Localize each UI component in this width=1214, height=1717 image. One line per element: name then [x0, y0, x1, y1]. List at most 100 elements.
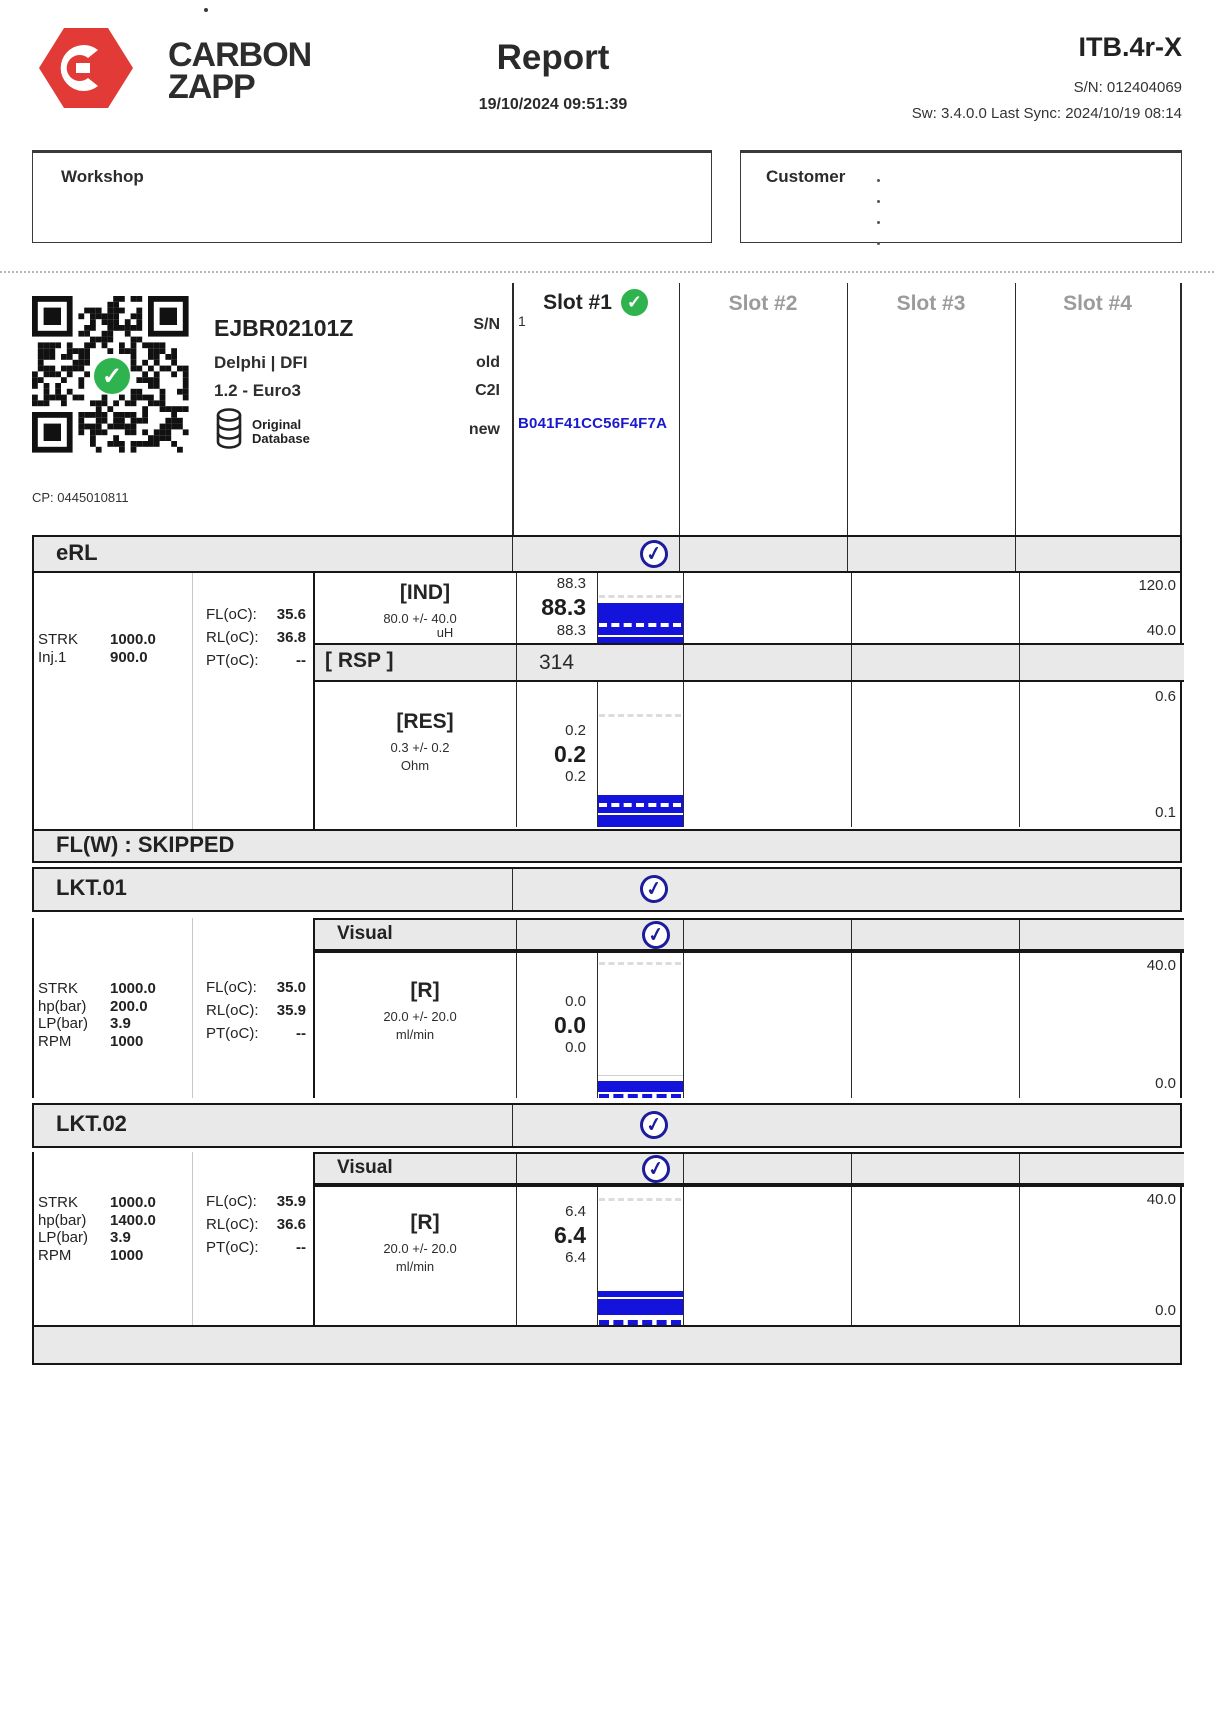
db-label-line1: Original — [252, 417, 302, 432]
carbon-zapp-logo-icon — [39, 28, 133, 108]
slot4-header: Slot #4 — [1063, 292, 1132, 315]
lkt02-visual-check-icon: ✓ — [639, 1152, 673, 1186]
res-unit: Ohm — [400, 758, 430, 773]
rsp-name: [ RSP ] — [325, 649, 394, 672]
lkt02-r-slot1-bar-graph — [597, 1187, 683, 1325]
injector-code: EJBR02101Z — [214, 315, 354, 341]
ind-measurement-row: [IND] 80.0 +/- 40.0 uH 120.0 40.0 88.3 8… — [315, 573, 1184, 645]
param-label: hp(bar) — [38, 997, 87, 1015]
lkt02-r-measurement-row: 40.0 [R] 20.0 +/- 20.0 ml/min 0.0 6.4 6.… — [315, 1185, 1184, 1325]
ind-slot1-values: 88.3 88.3 88.3 — [541, 575, 586, 639]
r-axis-min: 0.0 — [1155, 1075, 1176, 1092]
temp-label: FL(oC): — [206, 979, 257, 996]
lkt01-visual-row: Visual ✓ — [315, 918, 1184, 952]
customer-label: Customer — [766, 167, 846, 186]
customer-field-dots — [877, 161, 880, 245]
slot3-header: Slot #3 — [896, 292, 966, 315]
lkt01-pass-check-icon: ✓ — [637, 872, 671, 906]
rsp-slot1-value: 314 — [538, 650, 575, 674]
res-name: [RES] — [396, 710, 454, 733]
temp-value: 35.9 — [276, 1002, 306, 1019]
ind-tolerance: 80.0 +/- 40.0 — [383, 611, 457, 626]
perforation-rule — [0, 271, 1214, 273]
param-value: 1000.0 — [110, 980, 156, 997]
injector-brand: Delphi | DFI — [214, 353, 308, 372]
ind-name: [IND] — [399, 581, 451, 604]
res-axis-max: 0.6 — [1155, 688, 1176, 705]
lkt02-r-slot1-values: 6.4 6.4 6.4 — [554, 1203, 586, 1267]
param-label: STRK — [38, 631, 79, 648]
param-value: 3.9 — [110, 1229, 131, 1246]
lkt01-r-slot1-bar-graph — [597, 953, 683, 1098]
temp-value: 36.8 — [276, 629, 306, 646]
param-value: 1400.0 — [110, 1211, 156, 1229]
slot-header-area: Slot #1 ✓ Slot #2 Slot #3 Slot #4 1 B041… — [32, 283, 1182, 535]
param-label: hp(bar) — [38, 1211, 87, 1229]
lkt02-title: LKT.02 — [56, 1111, 127, 1136]
res-measurement-row: 0.6 [RES] 0.3 +/- 0.2 Ohm 0.1 0.2 0.2 0.… — [315, 682, 1184, 827]
footer-band — [32, 1325, 1182, 1365]
device-sync-info: Sw: 3.4.0.0 Last Sync: 2024/10/19 08:14 — [911, 105, 1182, 122]
brand-line1: CARBON — [168, 36, 312, 74]
param-label: LP(bar) — [38, 1229, 89, 1246]
param-value: 1000.0 — [110, 631, 156, 648]
injector-type: 1.2 - Euro3 — [214, 381, 301, 400]
r-axis-max: 40.0 — [1146, 957, 1176, 974]
erl-section-band: eRL ✓ — [32, 535, 1182, 573]
param-value: 900.0 — [110, 648, 148, 666]
workshop-label: Workshop — [61, 167, 144, 186]
res-slot1-values: 0.2 0.2 0.2 — [554, 721, 586, 786]
param-label: STRK — [38, 1194, 79, 1211]
temp-value: 35.0 — [276, 979, 306, 996]
lkt02-visual-row: Visual ✓ — [315, 1152, 1184, 1186]
qr-code: ✓ — [32, 292, 190, 456]
param-label: RPM — [38, 1032, 72, 1050]
rsp-row: [ RSP ] 314 — [315, 645, 1184, 682]
temp-value: 35.9 — [276, 1193, 306, 1210]
artifact-dot — [204, 8, 208, 12]
param-value: 200.0 — [110, 997, 148, 1015]
slot2-header: Slot #2 — [728, 292, 798, 315]
slot1-pass-check-icon: ✓ — [620, 289, 648, 316]
r-axis-max: 40.0 — [1146, 1191, 1176, 1208]
temp-value: -- — [296, 1239, 306, 1256]
param-value: 3.9 — [110, 1015, 131, 1032]
res-tolerance: 0.3 +/- 0.2 — [390, 740, 450, 755]
param-label: Inj.1 — [38, 648, 67, 666]
temp-label: RL(oC): — [206, 1002, 259, 1019]
param-value: 1000.0 — [110, 1194, 156, 1211]
lkt01-r-slot1-values: 0.0 0.0 0.0 — [554, 992, 586, 1057]
database-icon — [216, 408, 242, 449]
ind-unit: uH — [436, 625, 454, 640]
field-label-old: old — [476, 354, 500, 371]
r-tolerance: 20.0 +/- 20.0 — [383, 1009, 457, 1024]
r-axis-min: 0.0 — [1155, 1302, 1176, 1319]
r-unit: ml/min — [395, 1259, 435, 1274]
r-unit: ml/min — [395, 1027, 435, 1042]
report-title: Report — [496, 38, 610, 77]
lkt01-visual-check-icon: ✓ — [639, 918, 673, 952]
ind-axis-min: 40.0 — [1146, 622, 1176, 639]
lkt02-pass-check-icon: ✓ — [637, 1108, 671, 1142]
temp-label: PT(oC): — [206, 1025, 259, 1042]
r-tolerance: 20.0 +/- 20.0 — [383, 1241, 457, 1256]
temp-label: RL(oC): — [206, 629, 259, 646]
temp-value: -- — [296, 1025, 306, 1042]
param-label: STRK — [38, 980, 79, 997]
slot1-header: Slot #1 ✓ — [512, 289, 679, 316]
temp-value: 35.6 — [276, 606, 306, 623]
field-label-c2i: C2I — [475, 382, 500, 399]
ind-axis-max: 120.0 — [1138, 577, 1176, 594]
temp-label: RL(oC): — [206, 1216, 259, 1233]
temp-value: -- — [296, 652, 306, 669]
lkt02-visual-label: Visual — [337, 1157, 393, 1178]
lkt01-visual-label: Visual — [337, 923, 393, 944]
lkt02-section-band: LKT.02 ✓ — [32, 1103, 1182, 1148]
lkt01-body: STRK 1000.0 hp(bar) 200.0 LP(bar) 3.9 RPM 10… — [32, 918, 1184, 1098]
temp-value: 36.6 — [276, 1216, 306, 1233]
temp-label: PT(oC): — [206, 1239, 259, 1256]
flw-section-band: FL(W) : SKIPPED — [32, 829, 1182, 863]
ind-slot1-bar-graph — [597, 573, 683, 643]
r-name: [R] — [410, 1211, 440, 1234]
